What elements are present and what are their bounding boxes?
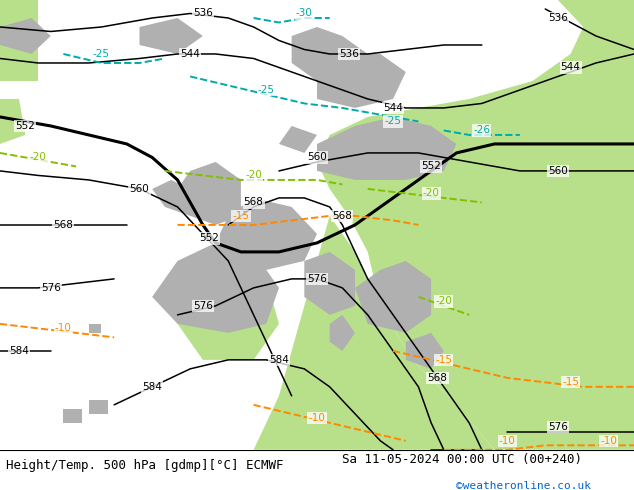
Text: 560: 560	[548, 166, 568, 176]
Text: -15: -15	[562, 377, 579, 388]
Text: -20: -20	[245, 171, 262, 180]
Polygon shape	[279, 126, 317, 153]
Text: -10: -10	[499, 436, 515, 446]
Text: 560: 560	[307, 152, 327, 163]
Polygon shape	[292, 27, 368, 90]
Text: 544: 544	[383, 103, 403, 113]
Polygon shape	[139, 18, 203, 54]
Text: Sa 11-05-2024 00:00 UTC (00+240): Sa 11-05-2024 00:00 UTC (00+240)	[342, 453, 583, 466]
Text: -25: -25	[93, 49, 110, 59]
Polygon shape	[317, 54, 406, 108]
Polygon shape	[178, 270, 279, 360]
Polygon shape	[304, 252, 355, 315]
Polygon shape	[0, 0, 38, 81]
Polygon shape	[254, 216, 495, 450]
Text: 568: 568	[243, 197, 264, 207]
Polygon shape	[0, 99, 25, 144]
Text: 584: 584	[142, 382, 162, 392]
Polygon shape	[63, 409, 82, 423]
Text: 552: 552	[199, 233, 219, 244]
Text: -15: -15	[233, 211, 249, 221]
Text: 576: 576	[548, 422, 568, 432]
Polygon shape	[89, 324, 101, 333]
Polygon shape	[330, 315, 355, 351]
Text: 552: 552	[15, 121, 36, 131]
Text: -26: -26	[474, 125, 490, 135]
Polygon shape	[317, 0, 634, 450]
Polygon shape	[216, 198, 317, 270]
Text: 536: 536	[193, 8, 213, 19]
Text: -25: -25	[385, 117, 401, 126]
Text: 536: 536	[548, 13, 568, 23]
Polygon shape	[152, 243, 279, 333]
Polygon shape	[317, 117, 456, 180]
Polygon shape	[355, 261, 431, 333]
Text: -30: -30	[296, 8, 313, 19]
Text: Height/Temp. 500 hPa [gdmp][°C] ECMWF: Height/Temp. 500 hPa [gdmp][°C] ECMWF	[6, 460, 284, 472]
Text: 568: 568	[53, 220, 74, 230]
Text: 576: 576	[41, 283, 61, 293]
Text: ©weatheronline.co.uk: ©weatheronline.co.uk	[456, 481, 592, 490]
Text: 584: 584	[269, 355, 289, 365]
Text: -20: -20	[30, 152, 46, 163]
Polygon shape	[178, 162, 241, 225]
Text: -10: -10	[55, 323, 72, 333]
Text: 536: 536	[339, 49, 359, 59]
Text: 584: 584	[9, 346, 29, 356]
Text: 568: 568	[427, 373, 448, 383]
Text: 560: 560	[129, 184, 150, 194]
Polygon shape	[152, 180, 190, 216]
Text: -15: -15	[436, 355, 452, 365]
Text: 568: 568	[332, 211, 353, 221]
Text: -20: -20	[436, 296, 452, 306]
Polygon shape	[406, 333, 444, 369]
Text: 552: 552	[421, 161, 441, 172]
Polygon shape	[0, 18, 51, 54]
Text: 576: 576	[307, 274, 327, 284]
Text: -10: -10	[600, 436, 617, 446]
Text: 576: 576	[193, 301, 213, 311]
Text: -10: -10	[309, 414, 325, 423]
Text: -25: -25	[258, 85, 275, 95]
Text: 544: 544	[180, 49, 200, 59]
Text: 544: 544	[560, 62, 581, 73]
Text: -20: -20	[423, 189, 439, 198]
Polygon shape	[89, 400, 108, 414]
